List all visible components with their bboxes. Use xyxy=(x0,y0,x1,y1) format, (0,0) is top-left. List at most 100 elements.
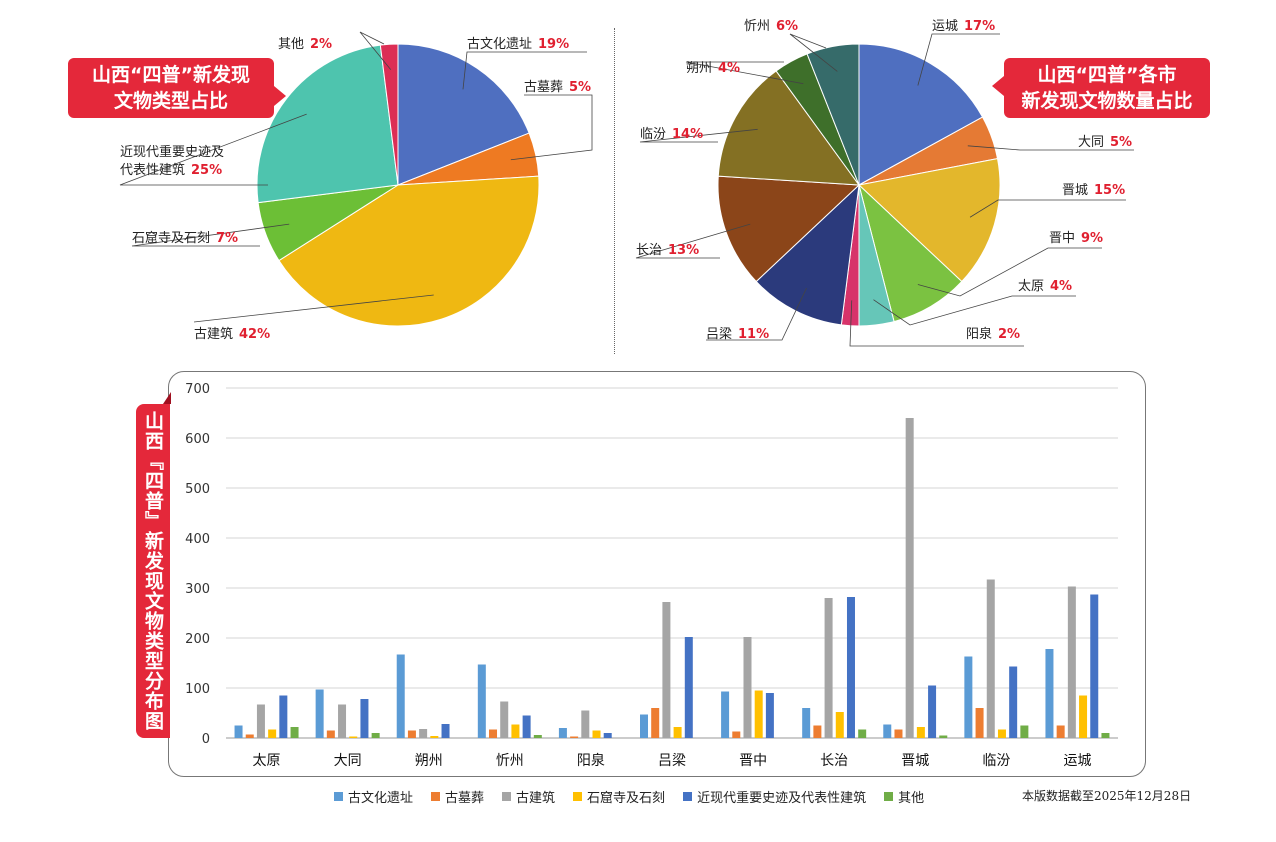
bar-1-4 xyxy=(360,699,369,738)
bar-2-2 xyxy=(419,729,428,738)
pie-city-label-6: 吕梁 11% xyxy=(706,327,769,342)
bar-7-0 xyxy=(802,708,811,738)
bar-xtick-6: 晋中 xyxy=(739,753,767,769)
bar-2-4 xyxy=(441,724,450,738)
legend-item-3: 石窟寺及石刻 xyxy=(573,787,665,806)
bar-5-0 xyxy=(640,714,648,738)
pie-city-slice-0 xyxy=(858,43,984,186)
pie-type-label-4: 近现代重要史迹及 xyxy=(120,144,224,160)
bar-6-1 xyxy=(732,731,741,738)
legend-swatch-3 xyxy=(573,792,583,801)
bar-ytick-7: 700 xyxy=(185,382,210,397)
bar-4-2 xyxy=(581,710,590,738)
bar-5-4 xyxy=(684,637,693,738)
bar-10-3 xyxy=(1079,695,1088,738)
legend-label-2: 古建筑 xyxy=(516,791,556,806)
pie-city-leader-1 xyxy=(967,145,1134,151)
pie-city-leader-4 xyxy=(873,295,1076,326)
pie-city-title: 山西“四普”各市 新发现文物数量占比 xyxy=(992,58,1210,118)
pie-charts: 古文化遗址 19%古墓葬 5%古建筑 42%石窟寺及石刻 7%近现代重要史迹及代表性建筑… xyxy=(119,19,1134,347)
pie-type-pct-4: 25% xyxy=(191,163,222,178)
pie-type-pct-0: 19% xyxy=(538,37,569,52)
pie-city-pct-9: 4% xyxy=(718,61,740,76)
pie-city-leader-3 xyxy=(917,247,1102,297)
bar-8-0 xyxy=(883,724,892,738)
pie-type-label-2: 古建筑 42% xyxy=(194,326,270,342)
bar-1-0 xyxy=(315,689,324,738)
bar-ytick-6: 600 xyxy=(185,432,210,447)
bar-4-4 xyxy=(603,733,612,738)
bar-xtick-2: 朔州 xyxy=(415,753,443,769)
pie-type-title-line1: 山西“四普”新发现 xyxy=(92,64,250,86)
bar-0-4 xyxy=(279,695,288,738)
pie-city-leader-9 xyxy=(685,61,804,85)
bar-4-0 xyxy=(558,728,567,738)
legend-label-5: 其他 xyxy=(898,791,925,806)
pie-type-leader-0 xyxy=(462,51,587,90)
bar-5-2 xyxy=(662,602,671,738)
legend-item-4: 近现代重要史迹及代表性建筑 xyxy=(683,787,866,806)
bar-xtick-8: 晋城 xyxy=(901,753,929,769)
pie-type-pct-1: 5% xyxy=(569,80,591,95)
bar-9-4 xyxy=(1009,666,1018,738)
pie-city-leader-5 xyxy=(849,300,1024,347)
bar-4-1 xyxy=(570,736,579,738)
pie-type-title-line2: 文物类型占比 xyxy=(113,90,228,112)
pie-city-pct-2: 15% xyxy=(1094,183,1125,198)
legend-swatch-2 xyxy=(502,792,512,801)
pie-city-pct-8: 14% xyxy=(672,127,703,142)
legend-item-1: 古墓葬 xyxy=(431,787,484,806)
bar-ytick-4: 400 xyxy=(185,532,210,547)
pie-type-title: 山西“四普”新发现 文物类型占比 xyxy=(68,58,286,118)
bar-ytick-2: 200 xyxy=(185,632,210,647)
pie-city-pct-10: 6% xyxy=(776,19,798,34)
bar-3-3 xyxy=(511,724,520,738)
bar-0-2 xyxy=(256,704,265,738)
bar-1-2 xyxy=(338,704,347,738)
pie-city-label-7: 长治 13% xyxy=(636,243,699,258)
pie-type-slice-0 xyxy=(397,43,530,186)
bar-1-3 xyxy=(349,736,358,738)
pie-divider xyxy=(614,28,615,354)
pie-city-slice-7 xyxy=(717,175,861,283)
legend-swatch-5 xyxy=(884,792,894,801)
bar-8-4 xyxy=(928,685,937,738)
bar-9-0 xyxy=(964,656,973,738)
pie-city-pct-6: 11% xyxy=(738,327,769,342)
pie-city-pct-7: 13% xyxy=(668,243,699,258)
bar-10-2 xyxy=(1067,586,1076,738)
pie-city-label-8: 临汾 14% xyxy=(640,127,703,142)
pie-city-pct-4: 4% xyxy=(1050,279,1072,294)
bar-0-1 xyxy=(245,734,254,738)
bar-0-3 xyxy=(268,729,277,738)
legend-item-0: 古文化遗址 xyxy=(334,787,413,806)
bar-9-5 xyxy=(1020,725,1029,738)
bar-5-3 xyxy=(673,727,682,738)
bar-ytick-0: 0 xyxy=(202,732,210,747)
bar-7-4 xyxy=(846,597,855,738)
pie-city-label-0: 运城 17% xyxy=(932,19,995,34)
pie-type-pct-3: 7% xyxy=(216,231,238,246)
bar-xtick-0: 太原 xyxy=(253,753,281,769)
pie-type-label-4-line1: 代表性建筑 25% xyxy=(120,162,222,178)
bar-10-5 xyxy=(1101,733,1110,738)
bar-0-5 xyxy=(290,727,299,738)
bar-xtick-5: 吕梁 xyxy=(658,753,686,769)
pie-city-leader-6 xyxy=(706,287,807,341)
pie-type-slice-4 xyxy=(256,44,399,204)
bar-6-2 xyxy=(743,637,752,738)
bar-xtick-4: 阳泉 xyxy=(577,752,605,769)
bar-2-1 xyxy=(407,730,416,738)
bar-6-3 xyxy=(754,690,763,738)
pie-city-slice-3 xyxy=(858,183,963,323)
pie-city-leader-7 xyxy=(635,223,751,259)
bar-10-0 xyxy=(1045,649,1054,738)
legend-label-4: 近现代重要史迹及代表性建筑 xyxy=(697,791,867,806)
bar-xtick-3: 忻州 xyxy=(496,753,524,769)
bar-10-4 xyxy=(1090,594,1099,738)
bar-xtick-9: 临汾 xyxy=(982,753,1010,769)
legend-label-3: 石窟寺及石刻 xyxy=(587,791,666,806)
bar-2-3 xyxy=(430,736,439,738)
pie-city-leader-0 xyxy=(917,33,1000,86)
